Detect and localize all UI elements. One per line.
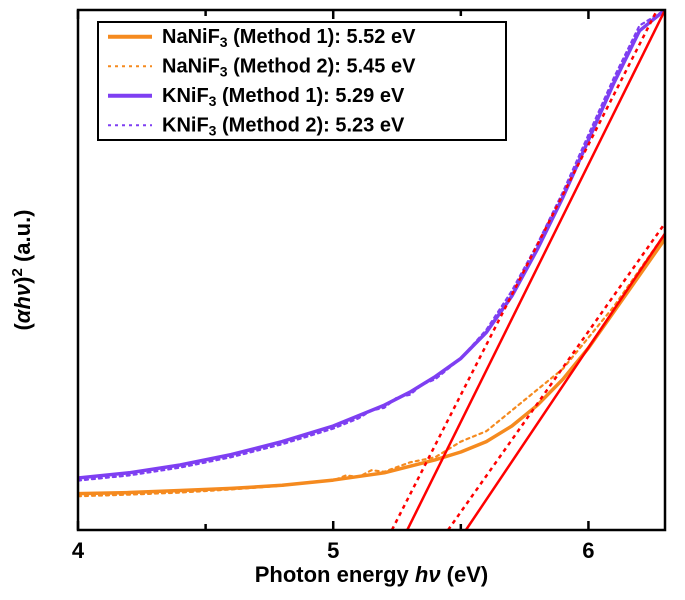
legend-label: KNiF3 (Method 1): 5.29 eV <box>162 85 405 109</box>
xaxis-label: Photon energy hν (eV) <box>255 562 489 587</box>
chart-svg: 456Photon energy hν (eV)(αhν)2 (a.u.)NaN… <box>0 0 685 600</box>
xtick-label: 6 <box>582 538 594 563</box>
legend-label: KNiF3 (Method 2): 5.23 eV <box>162 114 405 138</box>
legend-label: NaNiF3 (Method 1): 5.52 eV <box>162 26 416 50</box>
xtick-label: 4 <box>72 538 85 563</box>
xtick-label: 5 <box>327 538 339 563</box>
legend-label: NaNiF3 (Method 2): 5.45 eV <box>162 55 416 79</box>
tauc-plot-chart: 456Photon energy hν (eV)(αhν)2 (a.u.)NaN… <box>0 0 685 600</box>
